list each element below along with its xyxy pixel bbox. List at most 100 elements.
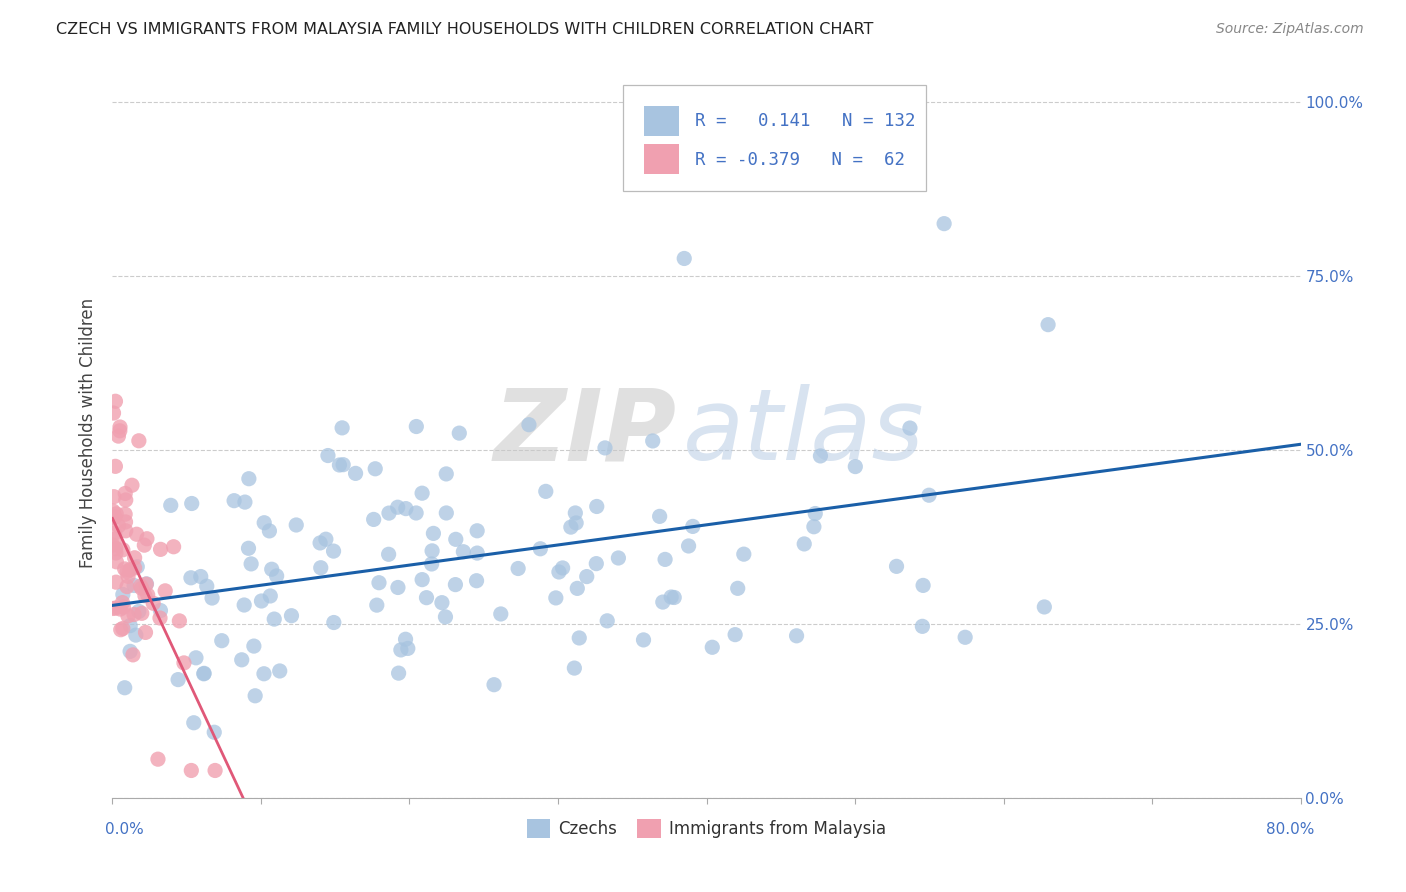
Point <box>104 541 127 556</box>
Point <box>211 633 233 648</box>
Point <box>134 538 156 552</box>
Point <box>575 569 598 583</box>
Point <box>648 509 671 524</box>
Text: CZECH VS IMMIGRANTS FROM MALAYSIA FAMILY HOUSEHOLDS WITH CHILDREN CORRELATION CH: CZECH VS IMMIGRANTS FROM MALAYSIA FAMILY… <box>56 22 873 37</box>
Point <box>111 542 134 557</box>
Point <box>114 524 136 538</box>
Point <box>596 614 619 628</box>
Point <box>309 536 332 550</box>
Point <box>585 557 607 571</box>
Point <box>724 627 747 641</box>
Point <box>101 510 124 524</box>
Point <box>786 629 808 643</box>
Point <box>146 752 169 766</box>
Point <box>508 561 530 575</box>
Point <box>363 512 385 526</box>
Point <box>173 656 195 670</box>
Point <box>117 608 139 623</box>
Point <box>169 614 191 628</box>
Point <box>280 608 302 623</box>
Point <box>104 394 127 409</box>
Point <box>263 612 285 626</box>
Point <box>159 499 181 513</box>
Point <box>107 429 129 443</box>
Point <box>332 458 354 472</box>
Point <box>1033 599 1056 614</box>
Point <box>654 552 676 566</box>
Point <box>259 524 281 538</box>
Point <box>534 484 557 499</box>
Point <box>238 541 260 556</box>
Point <box>114 493 136 508</box>
Text: ZIP: ZIP <box>494 384 676 481</box>
Point <box>129 579 152 593</box>
Point <box>101 538 124 552</box>
Point <box>111 622 134 636</box>
Point <box>411 573 433 587</box>
Point <box>122 607 145 622</box>
Point <box>702 640 724 655</box>
Point <box>180 571 202 585</box>
Point <box>153 583 176 598</box>
Point <box>803 520 825 534</box>
Point <box>664 591 686 605</box>
Point <box>567 582 589 596</box>
Point <box>396 641 419 656</box>
Point <box>793 537 815 551</box>
Point <box>434 506 457 520</box>
Point <box>585 500 607 514</box>
Point <box>149 542 172 557</box>
Point <box>912 578 935 592</box>
Point <box>101 504 124 518</box>
Point <box>125 628 148 642</box>
Point <box>330 421 353 435</box>
Point <box>114 507 136 521</box>
Point <box>193 666 215 681</box>
Point <box>564 506 586 520</box>
Point <box>434 610 457 624</box>
Point <box>104 526 127 541</box>
Text: 0.0%: 0.0% <box>105 822 145 837</box>
Point <box>162 540 184 554</box>
Point <box>633 632 655 647</box>
Point <box>328 458 350 472</box>
Point <box>131 607 153 621</box>
Point <box>253 516 276 530</box>
Point <box>134 589 156 603</box>
Point <box>387 581 409 595</box>
Point <box>322 544 344 558</box>
Point <box>136 588 159 602</box>
Point <box>190 569 212 583</box>
Point <box>115 565 138 579</box>
Point <box>108 424 131 438</box>
Point <box>659 590 682 604</box>
Point <box>544 591 567 605</box>
FancyBboxPatch shape <box>623 86 927 191</box>
Point <box>368 575 391 590</box>
Point <box>344 467 367 481</box>
Point <box>886 559 908 574</box>
Point <box>114 681 136 695</box>
Point <box>593 441 616 455</box>
Text: Source: ZipAtlas.com: Source: ZipAtlas.com <box>1216 22 1364 37</box>
Point <box>180 496 202 510</box>
Point <box>114 515 136 529</box>
Point <box>260 562 283 576</box>
Point <box>316 449 339 463</box>
Point <box>101 601 124 615</box>
Point <box>378 506 401 520</box>
Point <box>489 607 512 621</box>
Point <box>727 582 749 596</box>
Point <box>420 544 443 558</box>
Point <box>560 520 582 534</box>
Point <box>128 604 150 618</box>
Point <box>104 546 127 560</box>
Point <box>377 547 399 561</box>
Point <box>420 557 443 571</box>
Point <box>911 619 934 633</box>
Point <box>233 495 256 509</box>
Point <box>953 630 976 644</box>
Point <box>114 486 136 500</box>
Point <box>134 625 156 640</box>
Point <box>804 507 827 521</box>
